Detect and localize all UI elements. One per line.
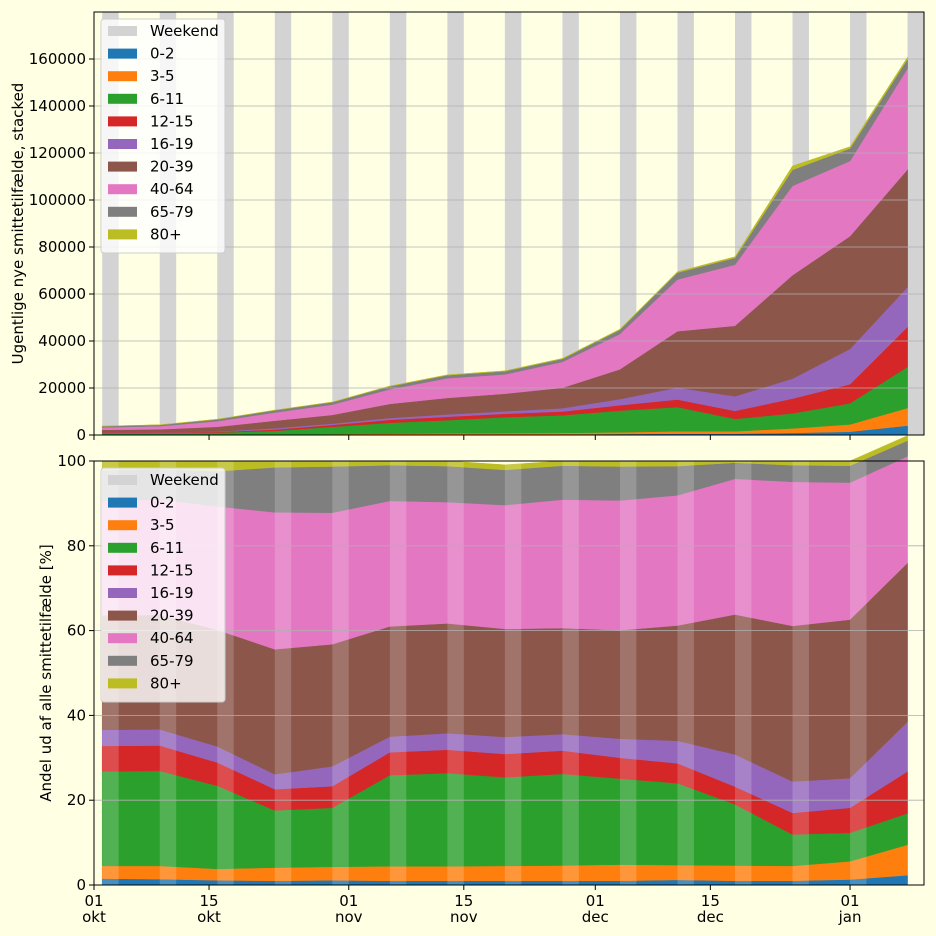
legend-swatch (108, 475, 137, 485)
legend-swatch (108, 678, 137, 689)
y-axis-label: Ugentlige nye smittetilfælde, stacked (9, 83, 27, 365)
y-tick-label: 100000 (29, 191, 86, 209)
y-tick-label: 160000 (29, 50, 86, 68)
legend-swatch (108, 139, 137, 149)
legend-swatch (108, 116, 137, 127)
y-tick-label: 40000 (38, 332, 86, 350)
legend-label: 16-19 (150, 135, 194, 153)
weekend-band (734, 461, 752, 885)
y-tick-label: 20000 (38, 379, 86, 397)
legend-label: 6-11 (150, 90, 184, 108)
y-tick-label: 120000 (29, 144, 86, 162)
legend-label: 20-39 (150, 607, 194, 625)
x-tick-label-month: nov (335, 908, 363, 926)
weekend-band (792, 461, 809, 885)
y-tick-label: 60000 (38, 285, 86, 303)
legend-swatch (108, 229, 137, 240)
legend-label: 6-11 (150, 539, 184, 557)
x-tick-label-month: dec (582, 908, 609, 926)
legend-label: 80+ (150, 225, 182, 243)
legend-swatch (108, 497, 137, 508)
x-tick-label: 15 (200, 892, 219, 910)
legend-label: 3-5 (150, 516, 175, 534)
legend-label: Weekend (150, 22, 219, 40)
y-tick-label: 40 (67, 706, 86, 724)
y-tick-label: 0 (76, 426, 86, 444)
weekend-band (389, 461, 407, 885)
weekend-band (504, 12, 522, 435)
x-tick-label: 01 (339, 892, 358, 910)
weekend-band (274, 12, 292, 435)
legend-label: 65-79 (150, 203, 194, 221)
y-tick-label: 140000 (29, 97, 86, 115)
weekend-band (850, 461, 867, 885)
legend-swatch (108, 26, 137, 36)
weekend-band (332, 461, 349, 885)
y-tick-label: 80 (67, 537, 86, 555)
legend-label: 0-2 (150, 494, 175, 512)
y-tick-label: 0 (76, 876, 86, 894)
weekend-band (447, 461, 464, 885)
legend-swatch (108, 206, 137, 217)
weekend-band (389, 12, 407, 435)
y-tick-label: 60 (67, 622, 86, 640)
legend-label: 40-64 (150, 180, 194, 198)
x-tick-label-month: okt (82, 908, 106, 926)
legend-label: 12-15 (150, 112, 194, 130)
x-tick-label-month: jan (838, 908, 862, 926)
legend-swatch (108, 542, 137, 553)
weekend-band (504, 461, 522, 885)
chart-panel-2: 0 20 40 60 80 100 Andel ud af alle smittetilfæ… (37, 435, 925, 926)
legend-swatch (108, 655, 137, 666)
legend-label: 3-5 (150, 67, 175, 85)
legend-swatch (108, 520, 137, 531)
x-tick-label-month: nov (450, 908, 478, 926)
legend: Weekend 0-2 3-5 6-11 12-15 16-19 20-39 40-64 65-… (100, 467, 226, 703)
legend-swatch (108, 93, 137, 104)
legend-swatch (108, 48, 137, 59)
legend-label: 40-64 (150, 629, 194, 647)
weekend-band (907, 12, 924, 435)
chart-panel-1: 0 20000 40000 60000 80000 100000 120000 140000 1… (9, 11, 925, 444)
weekend-band (447, 12, 464, 435)
x-tick-label-month: dec (697, 908, 724, 926)
legend-label: 0-2 (150, 45, 175, 63)
legend-swatch (108, 588, 137, 598)
grid-lines (94, 58, 924, 436)
stacked-areas (101, 435, 908, 886)
weekend-band (332, 12, 349, 435)
legend-label: 16-19 (150, 584, 194, 602)
weekend-band (619, 461, 637, 885)
legend-swatch (108, 71, 137, 82)
legend-label: 12-15 (150, 561, 194, 579)
weekend-band (907, 461, 924, 885)
x-tick-label: 15 (701, 892, 720, 910)
weekend-band (274, 461, 292, 885)
weekend-band (562, 461, 579, 885)
legend-label: Weekend (150, 471, 219, 489)
axes-frame (93, 11, 925, 436)
weekend-band (562, 12, 579, 435)
weekend-band (677, 461, 694, 885)
legend-swatch (108, 161, 137, 172)
axes-frame (93, 460, 925, 886)
legend-label: 80+ (150, 674, 182, 692)
legend-swatch (108, 633, 137, 644)
y-tick-label: 20 (67, 791, 86, 809)
x-tick-label: 15 (454, 892, 473, 910)
legend-swatch (108, 565, 137, 576)
legend-swatch (108, 184, 137, 195)
x-tick-label-month: okt (197, 908, 221, 926)
legend-label: 65-79 (150, 652, 194, 670)
legend: Weekend 0-2 3-5 6-11 12-15 16-19 20-39 40-64 65-… (100, 18, 226, 254)
legend-label: 20-39 (150, 158, 194, 176)
legend-swatch (108, 610, 137, 621)
x-tick-label: 01 (84, 892, 103, 910)
y-tick-label: 100 (57, 452, 86, 470)
x-tick-label: 01 (840, 892, 859, 910)
y-tick-label: 80000 (38, 238, 86, 256)
x-tick-label: 01 (586, 892, 605, 910)
y-axis-label: Andel ud af alle smittetilfælde [%] (37, 544, 55, 801)
